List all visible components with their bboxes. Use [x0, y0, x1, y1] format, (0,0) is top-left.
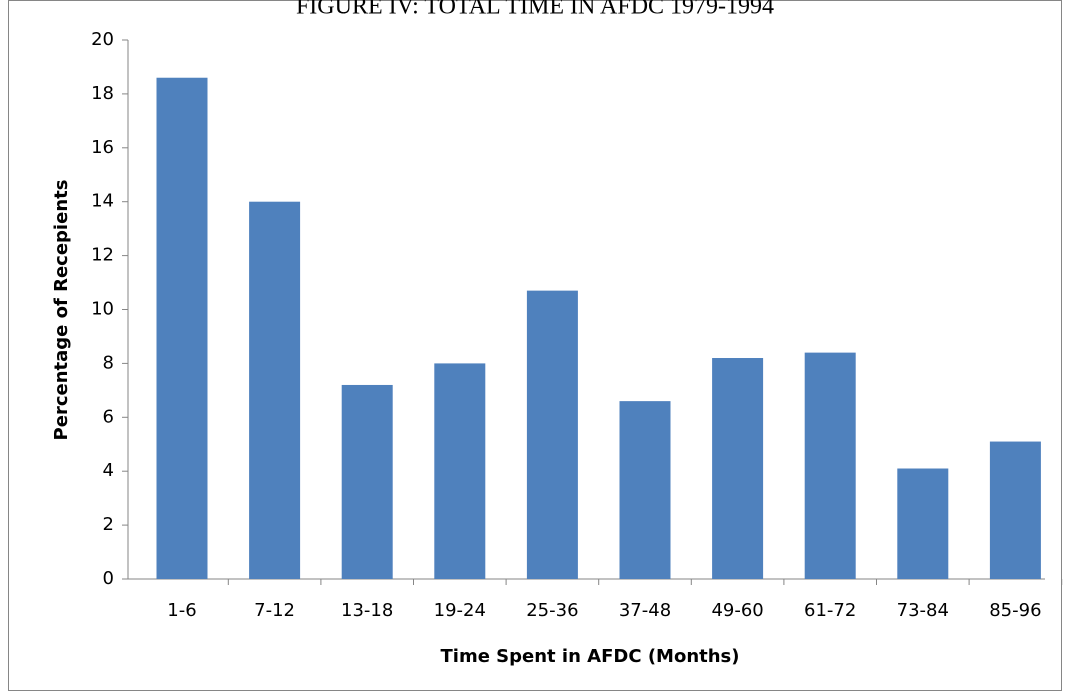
x-tick-label: 61-72: [804, 600, 856, 621]
y-tick-label: 8: [103, 352, 114, 373]
x-axis-label: Time Spent in AFDC (Months): [441, 646, 740, 667]
chart-frame: [8, 0, 1062, 691]
chart-title: FIGURE IV: TOTAL TIME IN AFDC 1979-1994: [296, 0, 774, 20]
y-tick-label: 12: [91, 245, 114, 266]
bar: [804, 352, 856, 579]
x-tick-label: 19-24: [434, 600, 486, 621]
bar: [619, 401, 671, 579]
y-tick-label: 14: [91, 191, 114, 212]
x-tick-label: 37-48: [619, 600, 671, 621]
x-tick-label: 25-36: [526, 600, 578, 621]
bar: [897, 468, 949, 579]
y-tick-label: 2: [103, 514, 114, 535]
y-tick-label: 10: [91, 299, 114, 320]
y-tick-label: 6: [103, 406, 114, 427]
x-tick-label: 1-6: [167, 600, 196, 621]
bar: [434, 363, 486, 579]
y-tick-label: 18: [91, 83, 114, 104]
x-tick-label: 13-18: [341, 600, 393, 621]
y-tick-label: 0: [103, 568, 114, 589]
bar: [341, 384, 393, 579]
bar: [526, 290, 578, 579]
y-tick-label: 4: [103, 460, 114, 481]
x-tick-label: 73-84: [897, 600, 949, 621]
bar: [156, 77, 208, 579]
x-tick-label: 7-12: [254, 600, 295, 621]
y-axis-label: Percentage of Recepients: [51, 180, 72, 441]
bar: [989, 441, 1041, 579]
bar: [712, 358, 764, 579]
bar: [249, 201, 301, 579]
x-tick-label: 85-96: [989, 600, 1041, 621]
x-tick-label: 49-60: [711, 600, 763, 621]
y-tick-label: 20: [91, 29, 114, 50]
y-tick-label: 16: [91, 137, 114, 158]
